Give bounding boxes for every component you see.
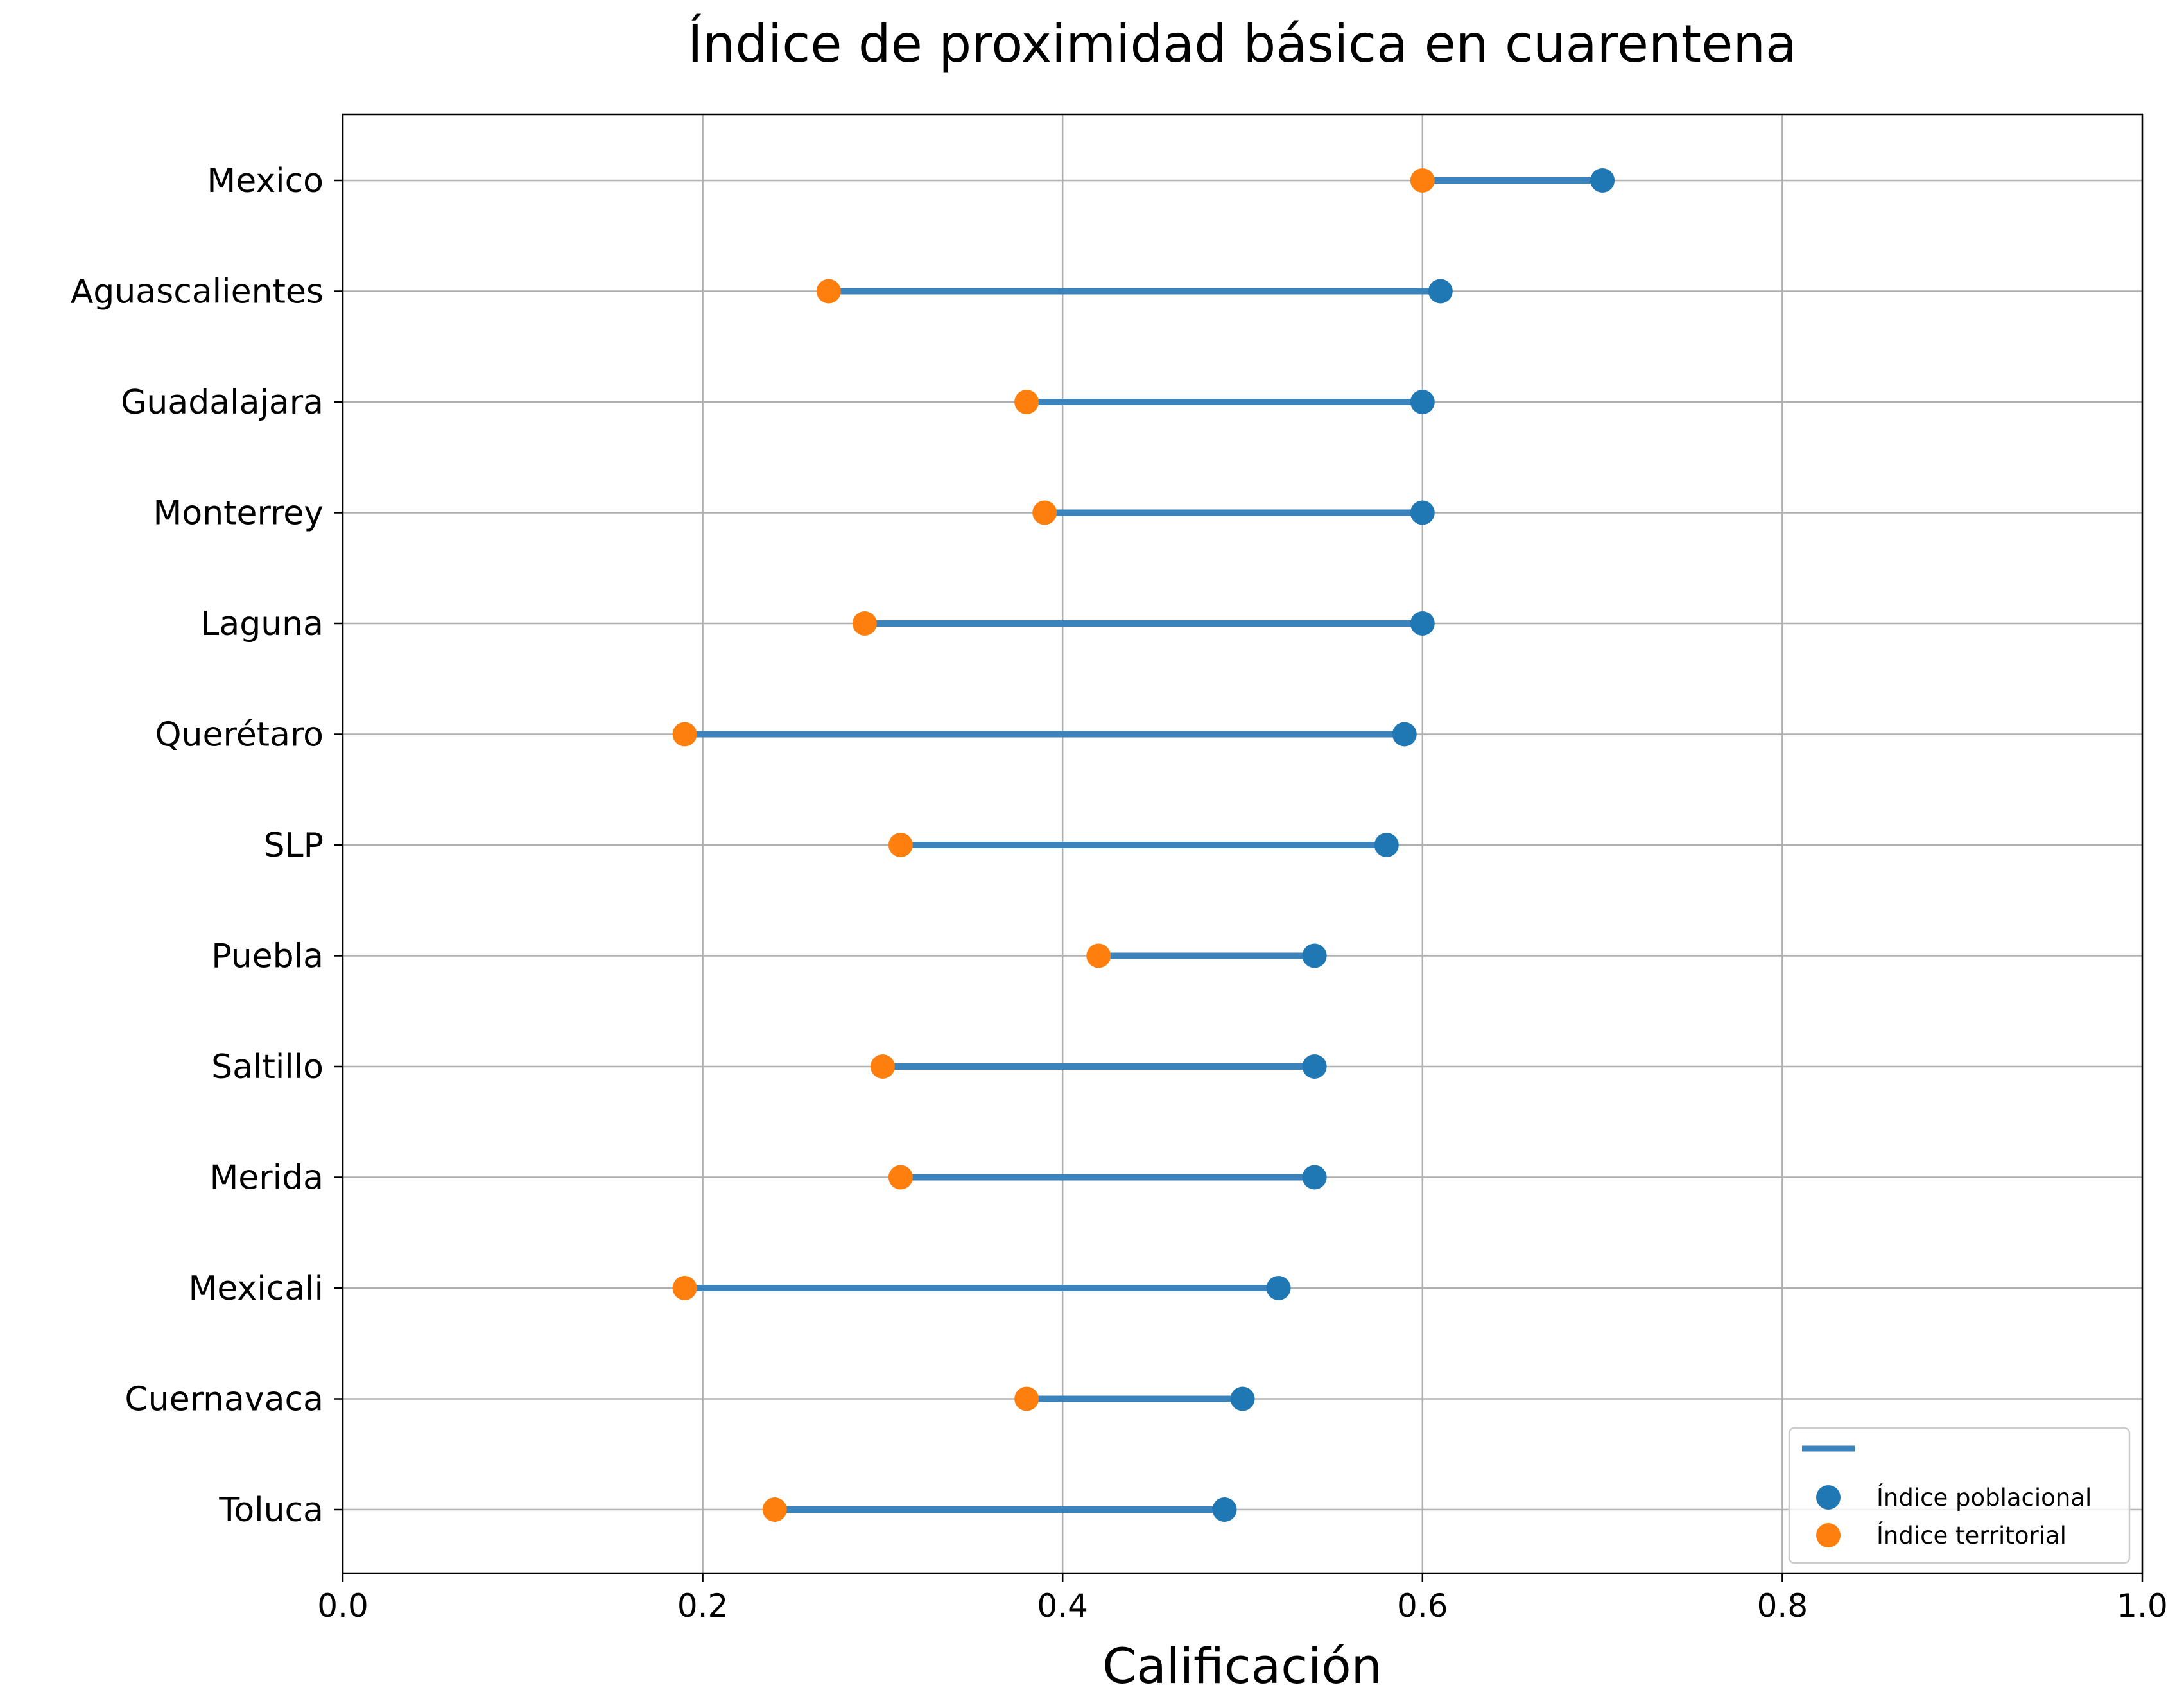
point-poblacional xyxy=(1410,611,1435,636)
point-territorial xyxy=(1014,1386,1039,1411)
point-territorial xyxy=(888,833,913,857)
point-territorial xyxy=(1086,943,1111,968)
category-label: Mexicali xyxy=(188,1269,324,1308)
legend: Índice poblacional Índice territorial xyxy=(1788,1427,2131,1564)
category-label: Merida xyxy=(209,1159,324,1198)
point-poblacional xyxy=(1302,943,1327,968)
markers xyxy=(672,168,1615,1522)
point-poblacional xyxy=(1428,279,1453,304)
point-territorial xyxy=(1014,390,1039,414)
point-poblacional xyxy=(1266,1276,1291,1300)
point-territorial xyxy=(852,611,877,636)
point-territorial xyxy=(672,1276,697,1300)
category-label: Aguascalientes xyxy=(71,273,324,311)
plot-frame xyxy=(342,113,2144,1574)
point-poblacional xyxy=(1374,833,1399,857)
point-territorial xyxy=(888,1165,913,1190)
legend-label-poblacional: Índice poblacional xyxy=(1876,1483,2092,1512)
point-poblacional xyxy=(1392,722,1417,747)
axes: 0.0 0.2 0.4 0.6 0.8 1.0 Mexico Aguascalientes Gu… xyxy=(71,162,2168,1625)
category-label: Cuernavaca xyxy=(125,1381,324,1419)
point-poblacional xyxy=(1410,500,1435,525)
category-label: Saltillo xyxy=(211,1048,324,1086)
legend-box xyxy=(1788,1427,2131,1564)
x-tick-label: 0.4 xyxy=(1037,1587,1088,1625)
legend-marker-territorial xyxy=(1816,1523,1841,1547)
x-axis-label: Calificación xyxy=(1102,1637,1382,1695)
point-poblacional xyxy=(1302,1165,1327,1190)
legend-label-territorial: Índice territorial xyxy=(1876,1521,2067,1549)
x-tick-label: 0.2 xyxy=(677,1587,729,1625)
point-poblacional xyxy=(1410,390,1435,414)
point-territorial xyxy=(1410,168,1435,193)
x-tick-label: 0.0 xyxy=(317,1587,368,1625)
point-territorial xyxy=(870,1054,895,1079)
point-territorial xyxy=(762,1497,787,1522)
connectors xyxy=(684,177,1603,1513)
point-poblacional xyxy=(1302,1054,1327,1079)
legend-marker-poblacional xyxy=(1816,1485,1841,1510)
category-label: Querétaro xyxy=(155,716,324,754)
x-tick-label: 0.8 xyxy=(1757,1587,1808,1625)
category-label: Puebla xyxy=(211,937,324,976)
category-label: Laguna xyxy=(200,605,324,643)
category-label: Toluca xyxy=(218,1491,324,1529)
category-label: SLP xyxy=(264,826,324,865)
point-poblacional xyxy=(1230,1386,1255,1411)
x-tick-label: 1.0 xyxy=(2117,1587,2168,1625)
category-label: Mexico xyxy=(207,162,324,200)
x-tick-label: 0.6 xyxy=(1397,1587,1448,1625)
point-poblacional xyxy=(1590,168,1615,193)
point-territorial xyxy=(816,279,841,304)
point-poblacional xyxy=(1212,1497,1237,1522)
category-label: Guadalajara xyxy=(121,383,324,422)
point-territorial xyxy=(672,722,697,747)
chart-title: Índice de proximidad básica en cuarenten… xyxy=(688,13,1797,74)
point-territorial xyxy=(1032,500,1057,525)
category-label: Monterrey xyxy=(153,494,324,533)
